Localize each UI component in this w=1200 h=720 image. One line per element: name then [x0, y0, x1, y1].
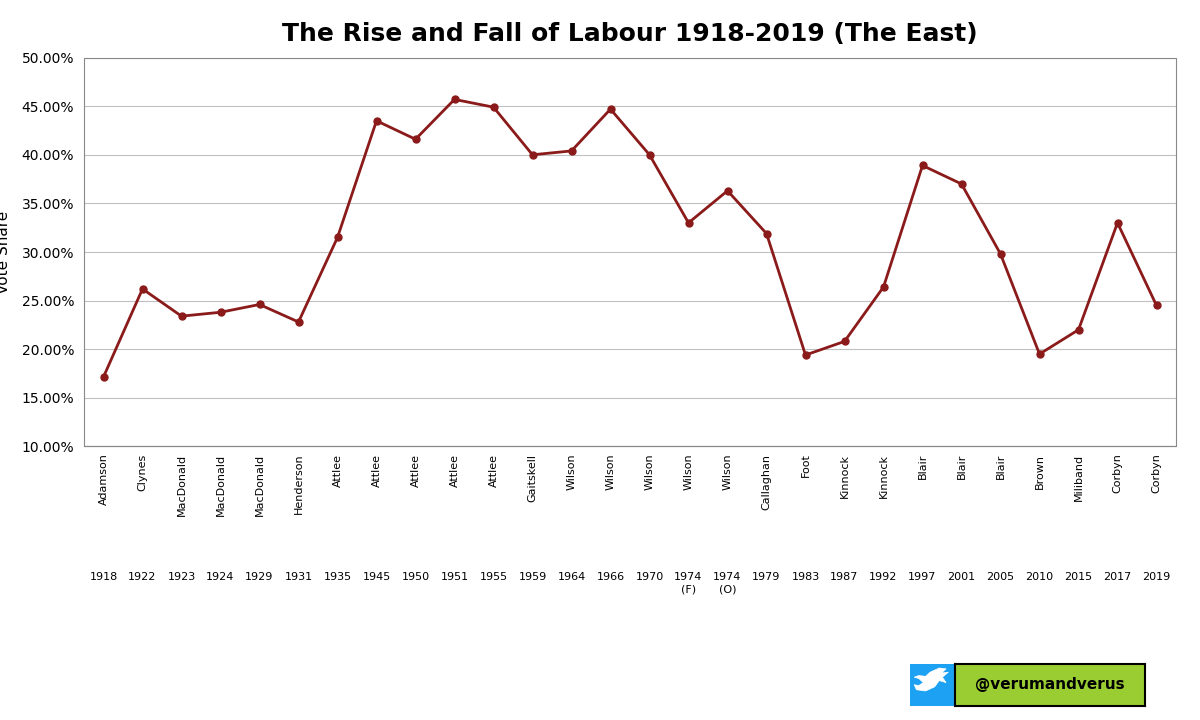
- Text: 1966: 1966: [596, 572, 624, 582]
- Text: 1929: 1929: [245, 572, 274, 582]
- Text: 1950: 1950: [402, 572, 430, 582]
- Text: 2017: 2017: [1103, 572, 1132, 582]
- Text: Blair: Blair: [956, 454, 966, 479]
- Text: Attlee: Attlee: [372, 454, 382, 487]
- Text: 1924: 1924: [206, 572, 235, 582]
- Text: Wilson: Wilson: [684, 454, 694, 490]
- Text: 1945: 1945: [362, 572, 391, 582]
- Text: 1974
(O): 1974 (O): [713, 572, 742, 594]
- Text: Kinnock: Kinnock: [840, 454, 850, 498]
- Text: 1918: 1918: [89, 572, 118, 582]
- Text: 1931: 1931: [284, 572, 312, 582]
- Y-axis label: Vote Share: Vote Share: [0, 210, 11, 294]
- Text: 2005: 2005: [986, 572, 1014, 582]
- Text: 1983: 1983: [791, 572, 820, 582]
- Text: MacDonald: MacDonald: [216, 454, 226, 516]
- Text: 1959: 1959: [518, 572, 547, 582]
- Text: 1997: 1997: [908, 572, 937, 582]
- Text: Kinnock: Kinnock: [878, 454, 888, 498]
- Text: Attlee: Attlee: [450, 454, 460, 487]
- PathPatch shape: [914, 668, 948, 691]
- Text: 1992: 1992: [869, 572, 898, 582]
- Text: Gaitskell: Gaitskell: [528, 454, 538, 502]
- Text: 1974
(F): 1974 (F): [674, 572, 703, 594]
- Text: 2001: 2001: [948, 572, 976, 582]
- Text: 1970: 1970: [635, 572, 664, 582]
- Title: The Rise and Fall of Labour 1918-2019 (The East): The Rise and Fall of Labour 1918-2019 (T…: [282, 22, 978, 46]
- Text: @verumandverus: @verumandverus: [976, 678, 1124, 692]
- Text: Corbyn: Corbyn: [1152, 454, 1162, 493]
- Text: 1935: 1935: [324, 572, 352, 582]
- Text: 1964: 1964: [557, 572, 586, 582]
- Text: Foot: Foot: [800, 454, 810, 477]
- Text: Attlee: Attlee: [332, 454, 342, 487]
- Text: 1987: 1987: [830, 572, 859, 582]
- Text: 2010: 2010: [1026, 572, 1054, 582]
- Text: MacDonald: MacDonald: [254, 454, 264, 516]
- Text: 1922: 1922: [128, 572, 157, 582]
- Text: Henderson: Henderson: [294, 454, 304, 514]
- Text: Wilson: Wilson: [566, 454, 576, 490]
- Text: Attlee: Attlee: [410, 454, 420, 487]
- Text: Corbyn: Corbyn: [1112, 454, 1122, 493]
- Text: 1979: 1979: [752, 572, 781, 582]
- Text: Miliband: Miliband: [1074, 454, 1084, 500]
- Text: Attlee: Attlee: [488, 454, 498, 487]
- Text: 1923: 1923: [167, 572, 196, 582]
- Text: 1955: 1955: [480, 572, 508, 582]
- Text: Wilson: Wilson: [722, 454, 732, 490]
- Text: Callaghan: Callaghan: [762, 454, 772, 510]
- Text: 2019: 2019: [1142, 572, 1171, 582]
- Text: Blair: Blair: [918, 454, 928, 479]
- Text: Clynes: Clynes: [138, 454, 148, 491]
- Text: Wilson: Wilson: [606, 454, 616, 490]
- Text: 2015: 2015: [1064, 572, 1092, 582]
- Text: Brown: Brown: [1034, 454, 1044, 489]
- Text: Blair: Blair: [996, 454, 1006, 479]
- Text: MacDonald: MacDonald: [176, 454, 186, 516]
- Text: Wilson: Wilson: [644, 454, 654, 490]
- Text: Adamson: Adamson: [98, 454, 108, 505]
- Text: 1951: 1951: [440, 572, 468, 582]
